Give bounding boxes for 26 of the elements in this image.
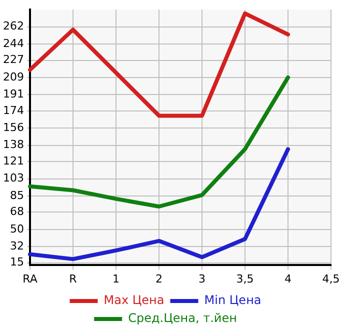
x-tick-label: 4	[284, 272, 292, 286]
y-tick-label: 85	[10, 188, 24, 202]
y-tick-label: 138	[2, 138, 24, 152]
legend-label: Max Цена	[104, 293, 164, 308]
y-tick-label: 227	[2, 53, 24, 66]
x-tick-label: 1	[112, 272, 120, 286]
y-tick-label: 68	[10, 205, 24, 218]
y-tick-label: 15	[10, 256, 24, 269]
y-tick-label: 262	[2, 20, 24, 33]
y-tick-label: 103	[2, 172, 24, 185]
x-tick-label: 4,5	[322, 272, 340, 286]
y-tick-label: 32	[10, 240, 24, 252]
x-tick-label: 3,5	[236, 272, 254, 286]
y-tick-label: 174	[2, 104, 24, 117]
x-tick-label: 2	[155, 272, 162, 286]
legend-label: Min Цена	[204, 293, 262, 308]
x-tick-label: 3	[198, 272, 206, 286]
y-tick-label: 209	[2, 70, 24, 84]
y-tick-label: 121	[2, 154, 24, 168]
x-tick-label: R	[69, 272, 78, 286]
y-tick-label: 50	[10, 222, 24, 236]
legend-label: Сред.Цена, т.йен	[128, 311, 237, 326]
x-tick-label: RA	[22, 272, 38, 286]
y-tick-label: 191	[2, 88, 24, 101]
y-tick-label: 156	[2, 120, 24, 134]
y-tick-label: 244	[2, 36, 24, 50]
